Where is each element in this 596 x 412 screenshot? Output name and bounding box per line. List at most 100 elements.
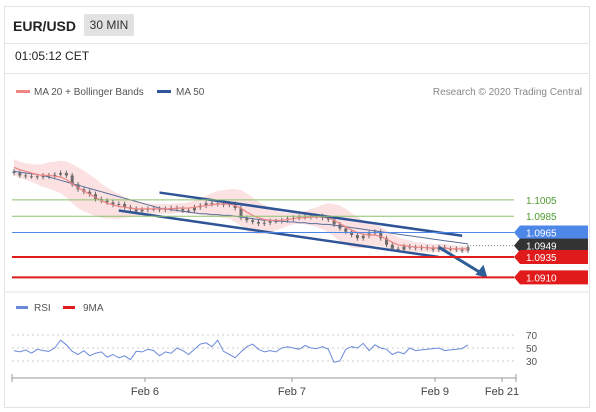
candle-body (117, 203, 121, 205)
price-plot-area (12, 159, 488, 278)
candle-body (402, 246, 406, 250)
candle (88, 189, 92, 197)
timeframe-badge[interactable]: 30 MIN (84, 14, 134, 36)
candle-body (390, 244, 394, 249)
rsi-legend-swatch (16, 306, 28, 309)
timestamp-label: 01:05:12 CET (15, 49, 90, 63)
candle-body (88, 191, 92, 195)
candle-body (24, 175, 28, 177)
candle-body (123, 203, 127, 208)
candle (204, 200, 208, 209)
candle-body (332, 219, 336, 225)
level-label: 1.0910 (526, 273, 557, 284)
candle (123, 201, 127, 210)
rsi-plot-area: 70 50 30 (12, 331, 538, 368)
ma20-line (13, 166, 468, 250)
level-label: 1.0965 (526, 229, 557, 240)
forecast-arrow-head (475, 264, 488, 278)
rsi-line (13, 339, 469, 363)
candle-body (268, 221, 272, 223)
ma50-legend-swatch (157, 90, 171, 93)
candle-body (70, 175, 74, 185)
candle (256, 219, 260, 226)
candle-body (460, 249, 464, 251)
channel-line (118, 209, 440, 259)
level-badge-shape (514, 250, 588, 264)
candle-body (181, 208, 185, 211)
forecast-arrow-shaft (438, 245, 487, 278)
rsi-tick-label: 70 (526, 331, 538, 342)
candle (385, 235, 389, 248)
candle (262, 220, 266, 226)
ma50-legend-label: MA 50 (176, 87, 205, 98)
candle-body (361, 235, 365, 239)
candle (41, 172, 45, 180)
candle (24, 172, 28, 179)
candle-body (379, 231, 383, 239)
candle (460, 247, 464, 253)
candle-body (326, 217, 330, 220)
candle (431, 245, 435, 253)
candle-body (431, 248, 435, 250)
level-badge: 1.0935 (514, 250, 588, 264)
candle-body (274, 221, 278, 223)
rsi-legend-label: RSI (34, 303, 51, 314)
candle-body (111, 202, 115, 205)
x-tick-label: Feb 7 (278, 386, 306, 398)
candle (53, 172, 57, 179)
level-label: 1.0949 (526, 242, 557, 253)
candle-body (76, 184, 80, 190)
level-badge: 1.0949 (514, 238, 588, 253)
candle (111, 199, 115, 208)
ma20-legend-swatch (16, 90, 30, 93)
candle-body (210, 203, 214, 205)
candle-body (53, 174, 57, 177)
candle-body (262, 222, 266, 224)
symbol-label: EUR/USD (13, 18, 77, 34)
candle-body (134, 208, 138, 212)
candle-body (64, 172, 68, 176)
candle (29, 173, 33, 179)
candle-body (35, 176, 39, 178)
candle-body (355, 234, 359, 239)
level-badge-shape (514, 225, 588, 240)
ma20-legend-label: MA 20 + Bollinger Bands (34, 87, 144, 98)
rsi-tick-label: 50 (526, 344, 538, 355)
level-label: 1.1005 (526, 196, 557, 207)
candle-body (192, 207, 196, 211)
candle (59, 170, 63, 178)
chart-header: EUR/USD 30 MIN (5, 7, 589, 44)
candle-body (245, 217, 249, 221)
candle-body (140, 209, 144, 212)
candle (12, 168, 16, 176)
candle-body (187, 210, 191, 212)
candle-body (59, 172, 63, 175)
candle-body (18, 172, 22, 176)
level-badge: 1.0965 (514, 225, 588, 240)
candle-body (41, 175, 45, 178)
rsi-ma-legend-swatch (63, 306, 75, 309)
level-badge-shape (514, 270, 588, 285)
candle-body (385, 238, 389, 245)
candle-body (93, 194, 97, 200)
rsi-tick-label: 30 (526, 357, 538, 368)
candle-body (344, 228, 348, 232)
candle-body (396, 248, 400, 250)
candle (379, 229, 383, 241)
credit-label: Research © 2020 Trading Central (433, 87, 582, 98)
candle-body (29, 176, 33, 178)
candle (70, 172, 74, 187)
candle (76, 181, 80, 192)
divider (5, 73, 589, 74)
candle-body (204, 203, 208, 206)
ma50-line (13, 170, 469, 245)
level-badge: 1.0910 (514, 270, 588, 285)
candle-body (12, 171, 16, 173)
level-badge-shape (514, 238, 588, 253)
level-label: 1.0935 (526, 253, 557, 264)
candle (192, 204, 196, 213)
candle-body (239, 208, 243, 218)
candle (355, 232, 359, 241)
